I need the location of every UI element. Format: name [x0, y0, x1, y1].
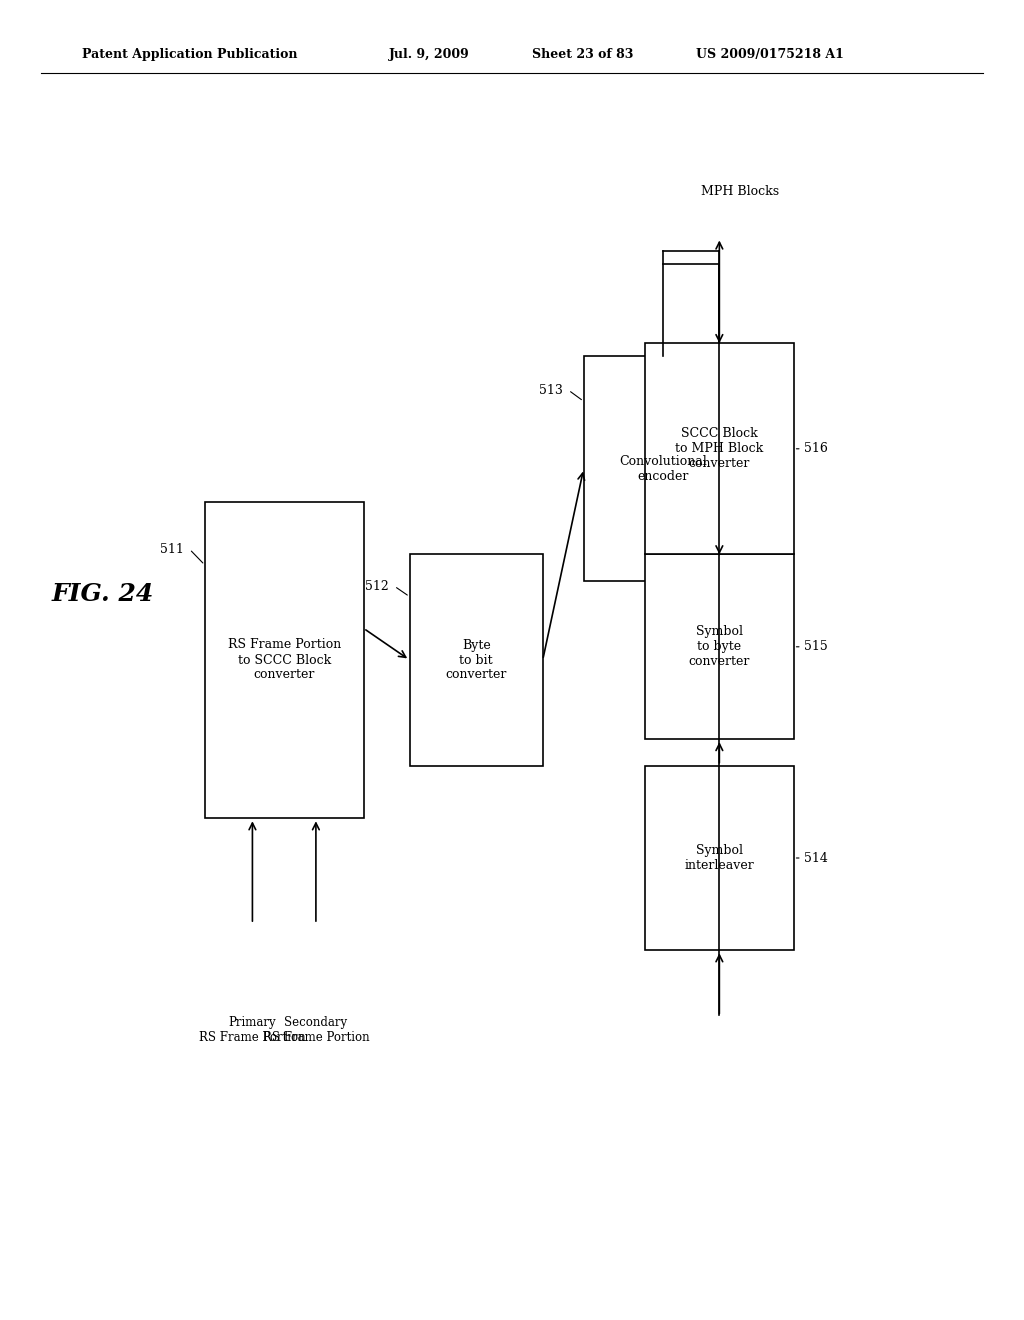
- FancyBboxPatch shape: [205, 502, 364, 818]
- Text: Secondary
RS Frame Portion: Secondary RS Frame Portion: [262, 1015, 370, 1044]
- FancyBboxPatch shape: [410, 554, 543, 766]
- Text: Jul. 9, 2009: Jul. 9, 2009: [389, 48, 470, 61]
- Text: Primary
RS Frame Portion: Primary RS Frame Portion: [199, 1015, 306, 1044]
- Text: Symbol
to byte
converter: Symbol to byte converter: [689, 626, 750, 668]
- Text: 516: 516: [804, 442, 827, 455]
- FancyBboxPatch shape: [645, 766, 794, 950]
- Text: 513: 513: [540, 384, 563, 396]
- FancyBboxPatch shape: [645, 554, 794, 739]
- Text: 512: 512: [366, 579, 389, 593]
- Text: Patent Application Publication: Patent Application Publication: [82, 48, 297, 61]
- Text: 514: 514: [804, 851, 827, 865]
- Text: Sheet 23 of 83: Sheet 23 of 83: [532, 48, 634, 61]
- Text: SCCC Block
to MPH Block
converter: SCCC Block to MPH Block converter: [675, 428, 764, 470]
- Text: MPH Blocks: MPH Blocks: [700, 185, 779, 198]
- Text: Convolutional
encoder: Convolutional encoder: [620, 454, 707, 483]
- FancyBboxPatch shape: [645, 343, 794, 554]
- Text: Byte
to bit
converter: Byte to bit converter: [445, 639, 507, 681]
- Text: RS Frame Portion
to SCCC Block
converter: RS Frame Portion to SCCC Block converter: [227, 639, 341, 681]
- Text: Symbol
interleaver: Symbol interleaver: [684, 843, 755, 873]
- Text: US 2009/0175218 A1: US 2009/0175218 A1: [696, 48, 844, 61]
- Text: FIG. 24: FIG. 24: [51, 582, 154, 606]
- FancyBboxPatch shape: [584, 356, 742, 581]
- Text: 515: 515: [804, 640, 827, 653]
- Text: 511: 511: [161, 543, 184, 556]
